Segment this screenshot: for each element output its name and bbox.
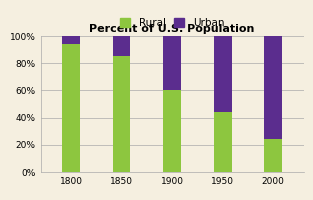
Bar xyxy=(62,44,80,172)
Legend: Rural, Urban: Rural, Urban xyxy=(120,18,224,28)
Bar xyxy=(264,36,282,139)
Bar xyxy=(113,56,131,172)
Bar xyxy=(62,36,80,44)
Bar xyxy=(214,112,232,172)
Title: Percent of U.S. Population: Percent of U.S. Population xyxy=(90,24,255,34)
Bar xyxy=(163,36,181,90)
Bar xyxy=(214,36,232,112)
Bar xyxy=(264,139,282,172)
Bar xyxy=(113,36,131,56)
Bar xyxy=(163,90,181,172)
